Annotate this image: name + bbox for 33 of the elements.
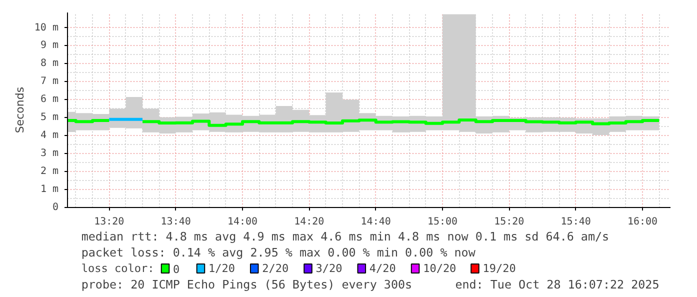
- y-tick-label: 2 m: [40, 166, 58, 178]
- x-tick-label: 13:20: [94, 216, 124, 228]
- legend-label: 2/20: [262, 262, 289, 275]
- y-tick-label: 10 m: [34, 22, 59, 34]
- legend-label: 10/20: [423, 262, 456, 275]
- y-tick-label: 8 m: [40, 58, 58, 70]
- text: packet loss: 0.14 % avg 2.95 % max 0.00 % min 0.00 % now: [81, 246, 476, 260]
- y-tick-label: 6 m: [40, 94, 58, 106]
- y-tick-label: 1 m: [40, 184, 58, 196]
- y-tick-label: 3 m: [40, 148, 58, 160]
- y-axis-title: Seconds: [13, 86, 26, 134]
- legend-title: loss color:: [81, 262, 154, 275]
- x-tick-label: 13:40: [160, 216, 191, 228]
- y-tick-label: 4 m: [40, 130, 58, 142]
- x-tick-label: 16:00: [627, 216, 658, 228]
- y-tick-label: 0: [52, 202, 59, 213]
- y-tick-label: 5 m: [40, 112, 58, 124]
- text: median rtt: 4.8 ms avg 4.9 ms max 4.6 ms min 4.8 ms now 0.1 ms sd 64.6 am/s: [81, 230, 610, 244]
- x-tick-label: 15:20: [494, 216, 524, 228]
- x-tick-label: 15:00: [427, 216, 458, 228]
- x-tick-label: 14:40: [360, 216, 391, 228]
- text: end: Tue Oct 28 16:07:22 2025: [455, 278, 660, 292]
- x-tick-label: 15:40: [560, 216, 591, 228]
- legend-label: 19/20: [482, 262, 516, 275]
- text: probe: 20 ICMP Echo Pings (56 Bytes) every 300s: [81, 278, 412, 292]
- y-tick-label: 9 m: [40, 40, 58, 52]
- legend-label: 4/20: [369, 262, 396, 275]
- y-tick-label: 7 m: [40, 76, 58, 88]
- legend-label: 0: [173, 263, 180, 276]
- legend-label: 1/20: [208, 262, 236, 275]
- legend-label: 3/20: [316, 262, 342, 275]
- x-tick-label: 14:00: [227, 216, 258, 228]
- x-tick-label: 14:20: [294, 216, 324, 228]
